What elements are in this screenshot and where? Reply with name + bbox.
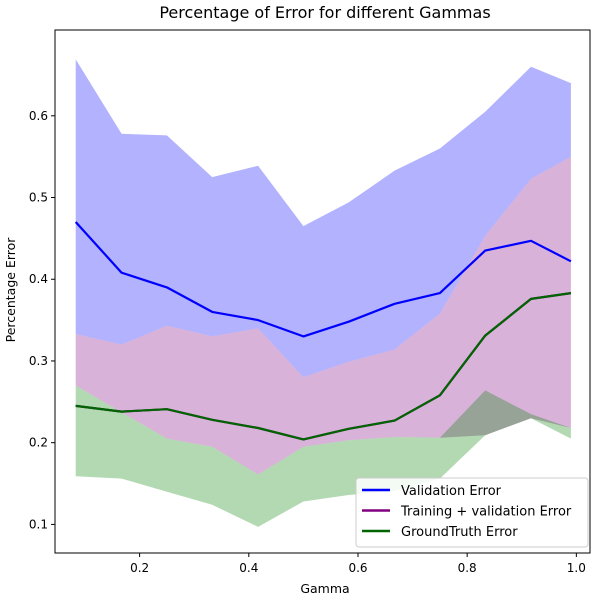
plot-frame xyxy=(54,29,591,554)
y-tick-label: 0.1 xyxy=(29,517,48,531)
x-tick-label: 0.4 xyxy=(239,561,258,575)
y-tick-label: 0.3 xyxy=(29,354,48,368)
x-tick-label: 0.6 xyxy=(348,561,367,575)
x-axis: 0.2 0.4 0.6 0.8 1.0 xyxy=(130,553,586,575)
x-tick-label: 1.0 xyxy=(567,561,586,575)
legend-box xyxy=(355,477,589,548)
confidence-bands xyxy=(75,59,571,527)
x-axis-title: Gamma xyxy=(300,581,349,596)
x-tick-label: 0.2 xyxy=(130,561,149,575)
y-axis-title: Percentage Error xyxy=(3,237,18,343)
validation-error-line xyxy=(74,221,572,338)
training-validation-error-band xyxy=(75,156,571,475)
x-tick-label: 0.8 xyxy=(458,561,477,575)
y-tick-label: 0.6 xyxy=(29,109,48,123)
legend-label: GroundTruth Error xyxy=(401,525,518,540)
groundtruth-error-line xyxy=(75,292,572,441)
groundtruth-error-band xyxy=(75,385,571,527)
legend-label: Training + validation Error xyxy=(400,505,572,520)
validation-error-band xyxy=(75,59,571,378)
y-tick-label: 0.5 xyxy=(29,191,48,205)
series-lines xyxy=(74,221,572,441)
y-axis: 0.1 0.2 0.3 0.4 0.5 0.6 xyxy=(29,109,55,531)
chart-title: Percentage of Error for different Gammas xyxy=(159,3,490,22)
y-tick-label: 0.2 xyxy=(29,436,48,450)
legend-label: Validation Error xyxy=(401,484,502,499)
y-tick-label: 0.4 xyxy=(29,272,48,286)
legend: Validation Error Training + validation Er… xyxy=(355,477,589,548)
